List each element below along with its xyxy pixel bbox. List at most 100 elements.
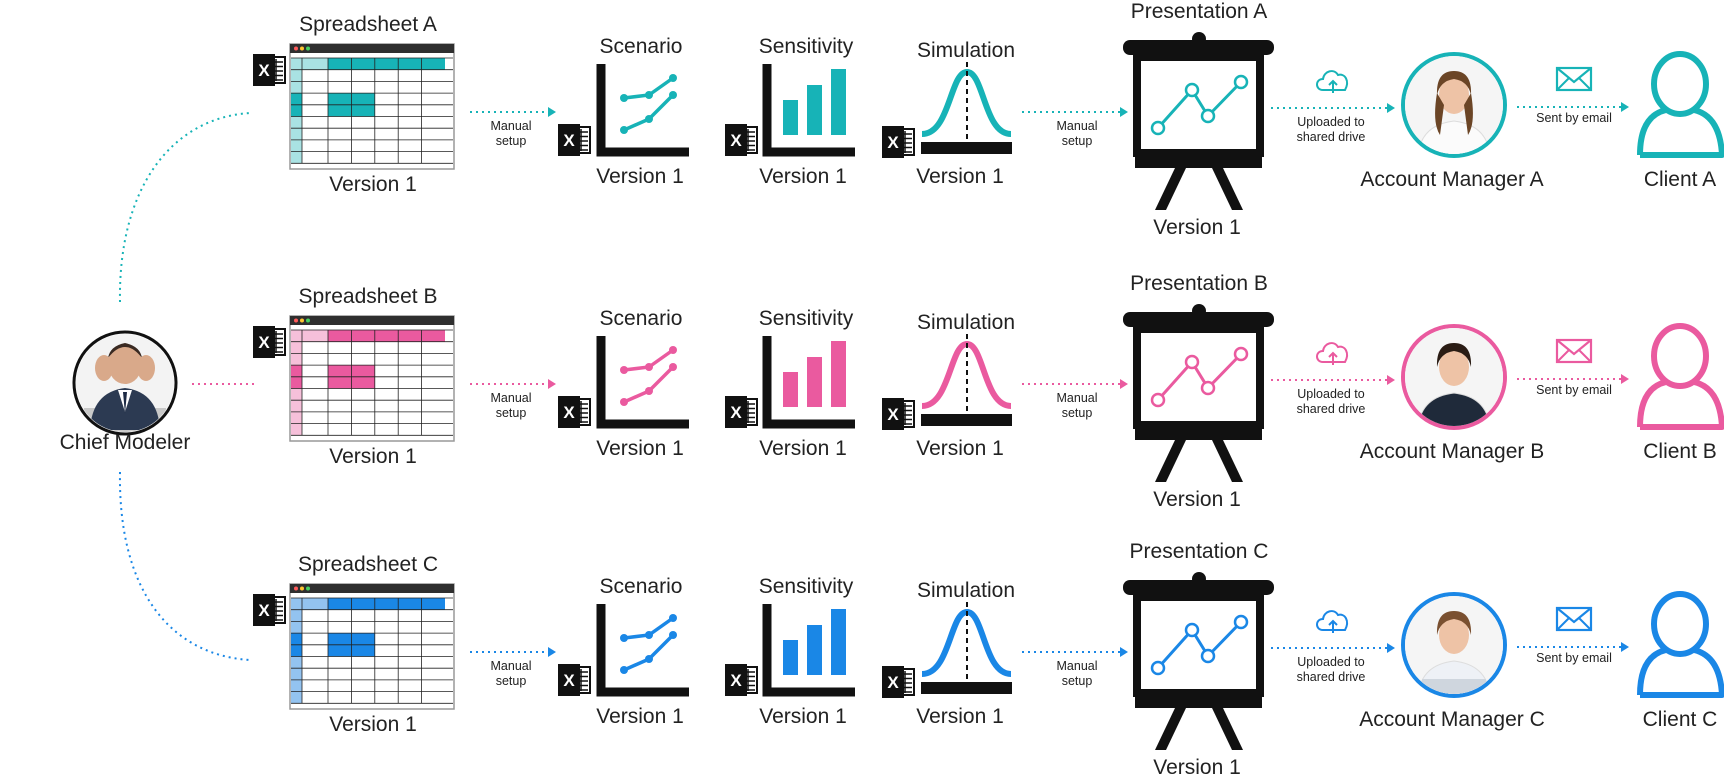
scenario-version: Version 1 <box>596 437 684 460</box>
spreadsheet-title: Spreadsheet A <box>299 13 437 36</box>
scenario-title: Scenario <box>600 35 683 58</box>
uploaded-label: Uploaded to <box>1297 115 1364 129</box>
envelope-icon <box>1555 66 1593 92</box>
scenario-title: Scenario <box>600 307 683 330</box>
uploaded-label: shared drive <box>1297 670 1366 684</box>
account-manager-label: Account Manager B <box>1360 440 1544 463</box>
manual-setup-label: setup <box>1062 674 1093 688</box>
sent-by-email-label: Sent by email <box>1536 651 1612 665</box>
simulation-title: Simulation <box>917 579 1015 602</box>
simulation-title: Simulation <box>917 311 1015 334</box>
excel-icon: X <box>725 396 758 428</box>
svg-text:X: X <box>563 671 575 690</box>
spreadsheet-version: Version 1 <box>329 713 417 736</box>
manual-setup-arrow <box>1022 107 1128 117</box>
easel-chart-icon <box>1123 32 1274 210</box>
chief-modeler-node: Chief Modeler <box>60 330 191 454</box>
excel-icon: X <box>253 594 286 626</box>
manual-setup-arrow <box>470 107 556 117</box>
svg-text:X: X <box>258 61 270 80</box>
account-manager-photo <box>1405 328 1503 426</box>
sensitivity-title: Sensitivity <box>759 307 854 330</box>
sensitivity-node: Sensitivity X Version 1 <box>725 35 855 188</box>
person-outline-icon <box>1637 591 1724 698</box>
spreadsheet-title: Spreadsheet B <box>299 285 438 308</box>
cloud-upload-icon <box>1316 70 1348 93</box>
excel-icon: X <box>558 664 591 696</box>
excel-icon: X <box>725 124 758 156</box>
easel-chart-icon <box>1123 572 1274 750</box>
manual-setup-label: setup <box>496 674 527 688</box>
excel-icon: X <box>253 326 286 358</box>
spreadsheet-node: Spreadsheet B X Version 1 <box>253 285 455 468</box>
uploaded-label: shared drive <box>1297 130 1366 144</box>
presentation-version: Version 1 <box>1153 488 1241 511</box>
presentation-node: Presentation A Version 1 <box>1123 0 1274 239</box>
manual-setup-label: setup <box>496 406 527 420</box>
manual-setup-arrow <box>470 379 556 389</box>
client-label: Client C <box>1643 708 1718 731</box>
envelope-icon <box>1555 338 1593 364</box>
svg-text:X: X <box>258 333 270 352</box>
presentation-title: Presentation C <box>1130 540 1269 563</box>
account-manager-label: Account Manager A <box>1360 168 1543 191</box>
client-label: Client B <box>1643 440 1717 463</box>
sensitivity-title: Sensitivity <box>759 575 854 598</box>
uploaded-label: Uploaded to <box>1297 655 1364 669</box>
uploaded-label: Uploaded to <box>1297 387 1364 401</box>
svg-text:X: X <box>730 131 742 150</box>
account-manager-node: Account Manager A <box>1360 52 1544 191</box>
svg-text:X: X <box>887 673 899 692</box>
upload-arrow <box>1271 375 1395 385</box>
client-label: Client A <box>1644 168 1716 191</box>
presentation-node: Presentation C Version 1 <box>1123 540 1274 779</box>
email-arrow <box>1517 374 1629 384</box>
cloud-upload-icon <box>1316 342 1348 365</box>
account-manager-label: Account Manager C <box>1359 708 1545 731</box>
presentation-node: Presentation B Version 1 <box>1123 272 1274 511</box>
simulation-version: Version 1 <box>916 437 1004 460</box>
svg-text:X: X <box>563 403 575 422</box>
excel-icon: X <box>725 664 758 696</box>
manual-setup-arrow <box>1022 379 1128 389</box>
sent-by-email-label: Sent by email <box>1536 111 1612 125</box>
connector-to-row-a <box>118 112 251 303</box>
presentation-title: Presentation B <box>1130 272 1268 295</box>
email-arrow <box>1517 642 1629 652</box>
spreadsheet-node: Spreadsheet A X Version 1 <box>253 13 455 196</box>
client-node: Client C <box>1637 591 1724 731</box>
manual-setup-label: setup <box>1062 134 1093 148</box>
spreadsheet-version: Version 1 <box>329 445 417 468</box>
account-manager-photo <box>1405 596 1503 694</box>
manual-setup-label: Manual <box>1057 119 1098 133</box>
chief-connectors <box>118 112 256 661</box>
account-manager-node: Account Manager B <box>1360 324 1544 463</box>
presentation-version: Version 1 <box>1153 756 1241 779</box>
sent-by-email-label: Sent by email <box>1536 383 1612 397</box>
excel-icon: X <box>882 398 915 430</box>
simulation-version: Version 1 <box>916 165 1004 188</box>
simulation-version: Version 1 <box>916 705 1004 728</box>
svg-text:X: X <box>258 601 270 620</box>
sensitivity-node: Sensitivity X Version 1 <box>725 575 855 728</box>
excel-icon: X <box>558 396 591 428</box>
chief-modeler-photo <box>76 334 174 432</box>
account-manager-photo <box>1405 56 1503 154</box>
manual-setup-label: Manual <box>491 119 532 133</box>
upload-arrow <box>1271 643 1395 653</box>
manual-setup-label: setup <box>1062 406 1093 420</box>
scenario-node: Scenario X Version 1 <box>558 307 689 460</box>
manual-setup-arrow <box>470 647 556 657</box>
sensitivity-version: Version 1 <box>759 165 847 188</box>
cloud-upload-icon <box>1316 610 1348 633</box>
manual-setup-arrow <box>1022 647 1128 657</box>
scenario-title: Scenario <box>600 575 683 598</box>
presentation-version: Version 1 <box>1153 216 1241 239</box>
svg-text:X: X <box>730 403 742 422</box>
chief-modeler-label: Chief Modeler <box>60 431 191 454</box>
svg-text:X: X <box>730 671 742 690</box>
